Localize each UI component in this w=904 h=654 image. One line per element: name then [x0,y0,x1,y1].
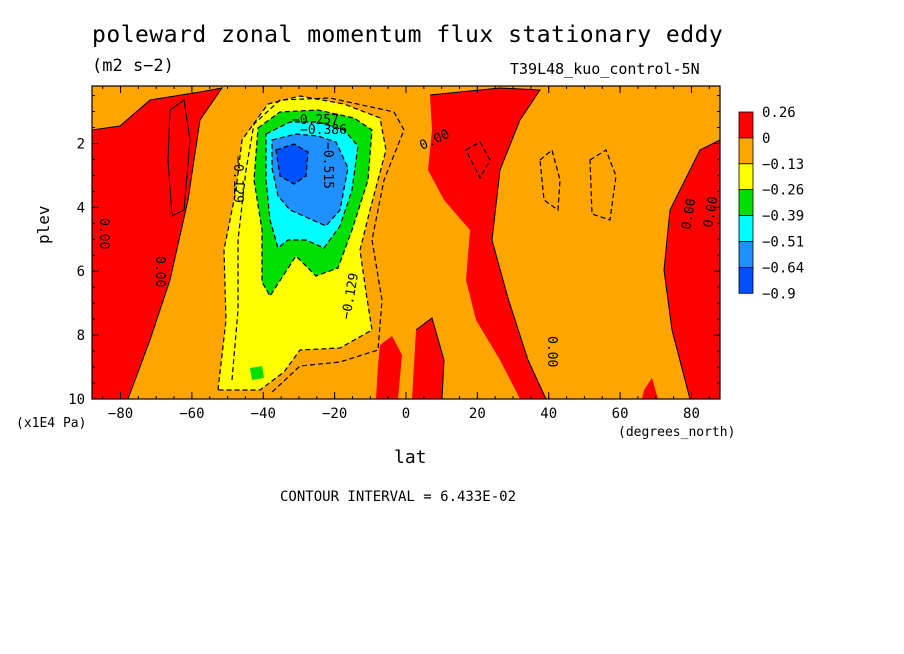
region-positive-south [412,318,444,399]
x-tick-label: 60 [612,406,629,422]
contour-line [167,99,191,217]
colorbar-label: −0.9 [762,286,796,302]
colorbar-swatch [738,266,754,294]
contour-label: −0.386 [300,123,347,138]
x-tick-label: −40 [251,406,276,422]
colorbar-swatch [738,241,754,268]
y-tick-label: 6 [77,264,85,280]
colorbar-label: −0.26 [762,183,804,199]
x-tick-label: −20 [322,406,347,422]
contour-line [91,87,224,400]
x-tick-label: 0 [402,406,410,422]
plot-area: 0.00 0.00 0.00 0.00 0.00 0.00 −0.129 −0.… [91,85,721,400]
negative-contours [217,95,617,395]
y-tick-label: 2 [77,136,85,152]
contour-label: −0.129 [230,156,245,203]
contour-label: 0.00 [544,336,559,367]
contour-line [231,97,405,395]
contour-labels: 0.00 0.00 0.00 0.00 0.00 0.00 −0.129 −0.… [96,113,721,367]
contour-label: −0.515 [320,142,335,189]
x-axis-label: lat [394,447,427,468]
contour-label: 0.00 [152,256,167,287]
region-positive-north [428,88,546,399]
x-tick-label: 80 [683,406,700,422]
contour-line [275,143,309,185]
colorbar-swatch [738,137,754,165]
region-negative-peak [276,144,308,184]
contour-line [217,95,387,391]
region-positive-far-south [642,378,658,399]
contour-label: 0.00 [96,218,111,249]
colorbar-label: 0 [762,131,770,147]
x-axis-units: (degrees_north) [618,425,736,440]
contour-label: 0.00 [701,195,721,228]
contour-line [465,141,491,180]
colorbar-label: 0.26 [762,105,796,121]
colorbar-swatch [738,163,754,191]
contour-line [415,317,445,400]
region-positive-northeast [664,140,720,399]
region-negative-small-south [250,366,264,380]
colorbar-swatch [738,189,754,216]
region-positive-west [92,88,222,399]
colorbar-label: −0.39 [762,209,804,225]
colorbar: 0.26 0 −0.13 −0.26 −0.39 −0.51 −0.64 −0.9 [738,105,804,302]
y-axis-units: (x1E4 Pa) [16,416,87,431]
contour-line [253,109,373,298]
colorbar-label: −0.13 [762,157,804,173]
chart-units: (m2 s−2) [92,56,174,76]
contour-label: −0.257 [292,113,339,128]
y-tick-label: 10 [68,392,85,408]
x-tick-label: −80 [108,406,133,422]
y-tick-label: 8 [77,328,85,344]
x-tick-label: −60 [179,406,204,422]
run-name: T39L48_kuo_control-5N [510,60,700,78]
colorbar-swatch [738,111,754,139]
x-tick-label: 40 [540,406,557,422]
contour-line [271,133,349,227]
colorbar-label: −0.64 [762,260,804,276]
colorbar-swatch [738,215,754,242]
contour-interval: CONTOUR INTERVAL = 6.433E-02 [280,489,517,505]
x-tick-label: 20 [469,406,486,422]
contour-line [265,121,359,250]
region-positive-south-small [376,336,402,399]
chart-title: poleward zonal momentum flux stationary … [92,22,724,48]
colorbar-label: −0.51 [762,235,804,251]
axes: −80 −60 −40 −20 0 20 40 60 80 2 4 6 8 10 [68,86,720,422]
contour-label: 0.00 [679,197,699,230]
y-tick-label: 4 [77,200,85,216]
contour-line [589,149,617,221]
contour-line [539,148,561,212]
